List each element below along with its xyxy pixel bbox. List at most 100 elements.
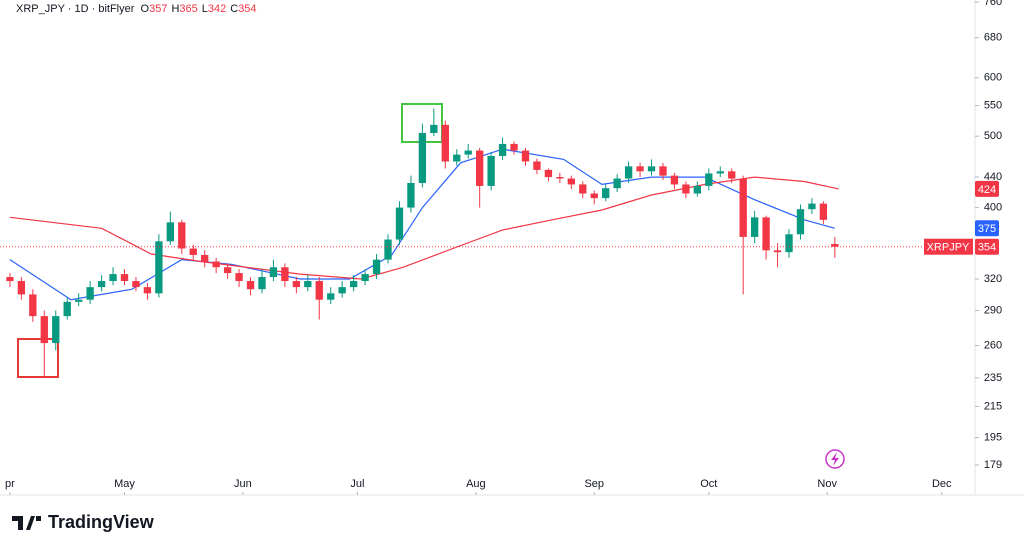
candle-body [808,203,816,210]
candle-body [831,244,839,247]
candle-body [785,234,793,253]
candle-body [762,217,770,251]
x-tick-label: Sep [584,478,604,490]
price-badge-label: 424 [978,184,996,196]
candle-body [6,277,14,282]
candle-body [109,274,117,282]
candle-body [246,281,255,290]
candle-body [155,241,163,294]
events-icon[interactable] [825,449,845,469]
candle-body [361,274,369,282]
events-icon-bolt [831,452,839,466]
candle-body [304,281,312,288]
moving-average-line [9,148,835,301]
candle-body [201,254,209,262]
candle-body [349,281,358,288]
candle-body [97,281,106,288]
brand-icon [12,515,41,530]
candle-body [567,178,575,185]
candle-body [281,267,289,282]
candle-body [590,193,598,199]
y-tick-label: 290 [984,304,1002,316]
candle-body [178,222,186,249]
legend-header: XRP_JPY · 1D · bitFlyer O357 H365 L342 C354 [16,3,261,15]
price-badge [975,180,999,197]
candle-body [819,203,828,220]
candle-body [670,175,679,185]
y-tick-label: 179 [984,459,1002,471]
symbol-badge [924,238,973,255]
x-tick-label: Dec [932,478,952,490]
x-tick-label: Jun [234,478,252,490]
candle-body [315,281,323,300]
symbol-badge-label: XRPJPY [927,242,970,254]
ohlc-value: 342 [207,3,227,15]
candle-body [384,239,392,260]
candle-body [441,124,449,162]
x-tick-label: pr [5,478,15,490]
y-tick-label: 550 [984,100,1002,112]
price-badge [975,238,999,255]
y-tick-label: 440 [984,171,1002,183]
candle-body [453,154,461,162]
y-tick-label: 600 [984,72,1002,84]
y-tick-label: 260 [984,339,1002,351]
ohlc-value: 357 [149,3,168,15]
candle-body [498,143,507,156]
ohlc-label: O [140,3,150,15]
x-tick-label: Nov [817,478,837,490]
x-tick-label: May [114,478,135,490]
candle-body [636,166,644,172]
y-tick-label: 760 [984,0,1002,8]
ohlc-label: C [230,3,239,15]
candle-body [418,132,427,183]
candle-body [338,287,346,294]
y-tick-label: 500 [984,130,1002,142]
y-tick-label: 215 [984,400,1002,412]
price-badge-label: 354 [978,242,996,254]
candle-body [63,301,71,317]
candle-body [430,124,438,133]
y-tick-label: 680 [984,32,1002,44]
candle-body [579,184,587,194]
candle-body [212,261,220,268]
candle-body [659,166,667,176]
candle-body [728,171,736,179]
candle-body [647,166,656,172]
y-tick-label: 235 [984,372,1002,384]
candle-body [613,178,621,189]
moving-average-line [9,176,839,280]
candle-body [693,185,702,194]
candle-body [716,171,724,174]
price-badge [975,220,999,237]
ohlc-values: O357 H365 L342 C354 [141,3,261,15]
candle-body [40,316,48,344]
candle-body [292,281,301,288]
candle-body [372,259,381,275]
candle-body [120,274,129,282]
y-tick-label: 195 [984,432,1002,444]
candle-body [17,281,26,295]
ohlc-value: 354 [238,3,257,15]
candle-body [510,143,518,151]
price-badge-label: 375 [978,223,996,235]
candle-body [705,173,713,186]
brand-name: TradingView [48,512,154,532]
candle-body [602,188,610,199]
candle-body [269,267,278,278]
candle-body [682,184,690,194]
candle-body [739,178,747,237]
y-tick-label: 400 [984,201,1002,213]
candle-body [52,316,60,344]
low-highlight-box [17,338,59,378]
brand-logo: TradingView [12,512,154,533]
candle-body [189,248,197,255]
candle-body [533,161,541,170]
candle-body [132,281,140,288]
candle-body [407,182,415,208]
candle-body [464,150,472,155]
ohlc-label: L [201,3,208,15]
candle-body [143,287,152,294]
